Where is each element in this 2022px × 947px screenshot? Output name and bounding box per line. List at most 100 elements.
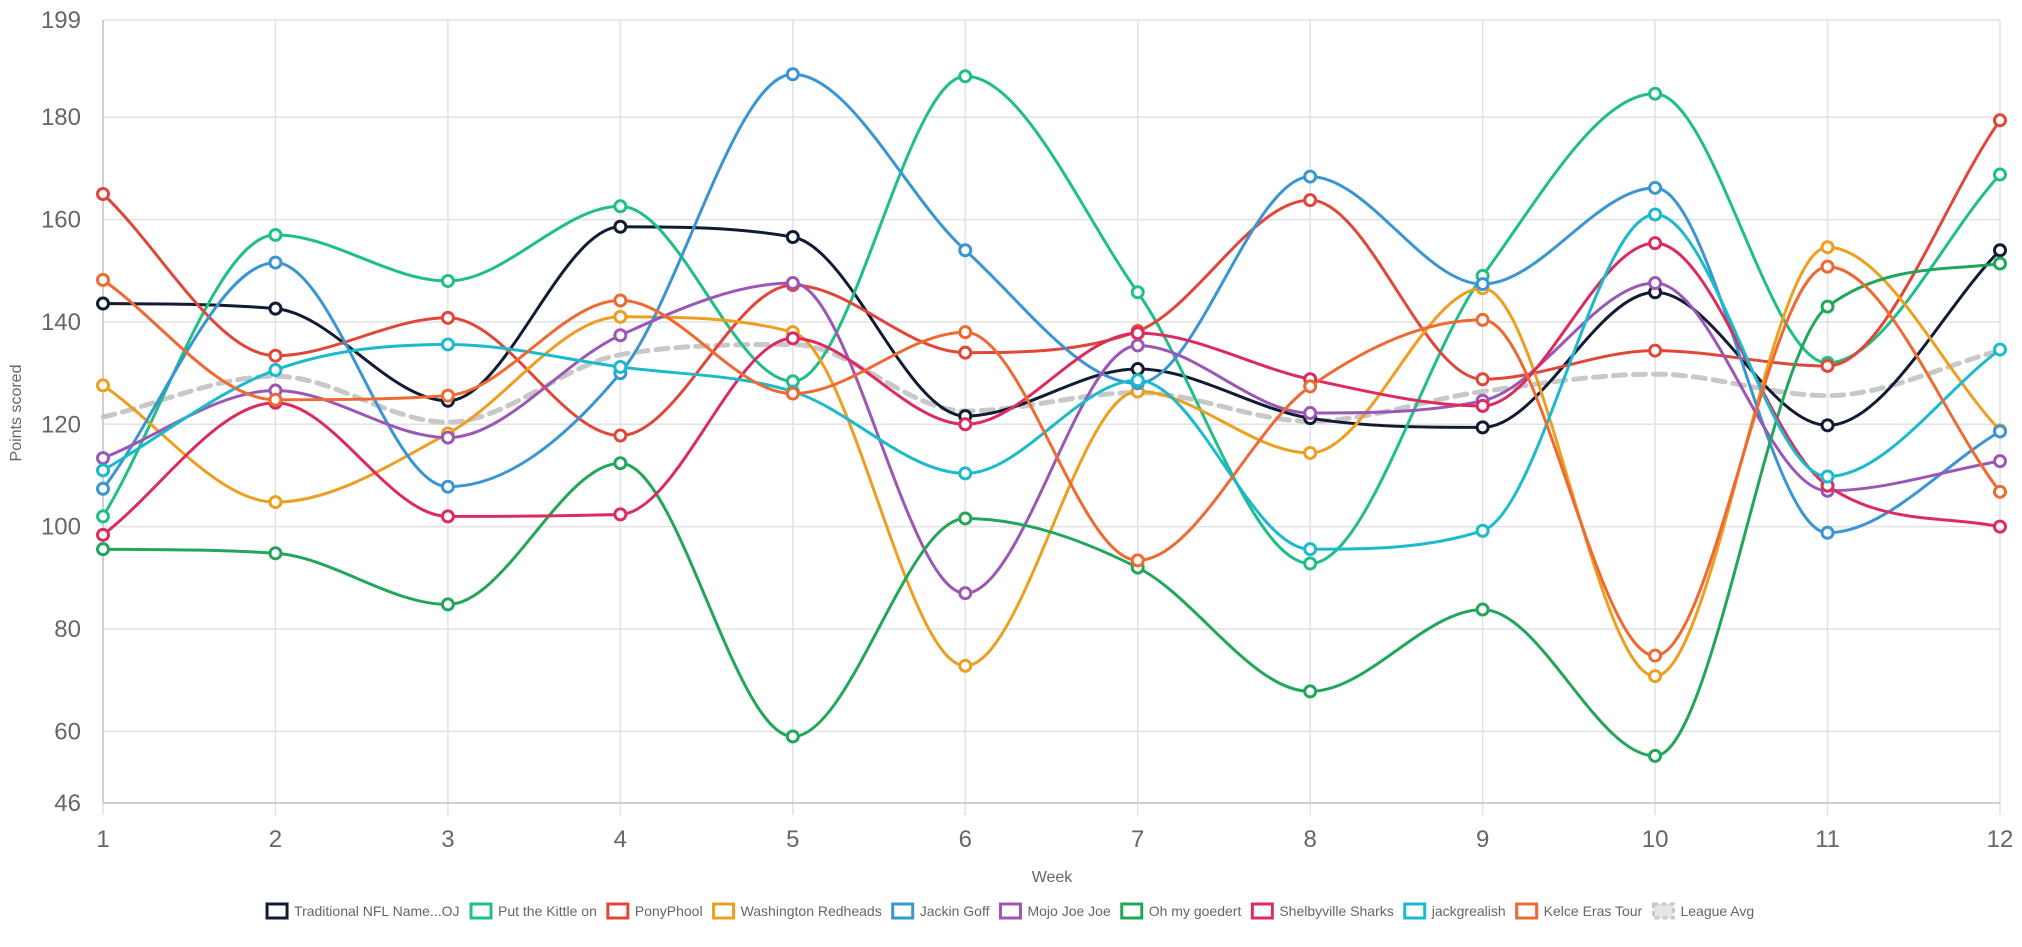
series-line-put-the-kittle-on [101, 74, 2002, 565]
data-point-ponyphool [1475, 372, 1490, 387]
x-tick-label: 1 [96, 826, 109, 853]
data-point-jackgrealish [1130, 373, 1145, 388]
legend-label: Washington Redheads [741, 903, 882, 919]
data-point-put-the-kittle-on [1303, 556, 1318, 571]
legend-label: Traditional NFL Name...OJ [294, 903, 459, 919]
legend-swatch [469, 902, 493, 920]
data-point-washington-redheads [1820, 240, 1835, 255]
data-point-kelce-eras-tour [1475, 312, 1490, 327]
x-tick-label: 5 [786, 826, 799, 853]
series-line-kelce-eras-tour [101, 265, 2002, 658]
data-point-traditional-nfl-name-oj [1475, 420, 1490, 435]
data-point-traditional-nfl-name-oj [1130, 362, 1145, 377]
grid-lines [102, 19, 2001, 815]
data-point-oh-my-goedert [1820, 299, 1835, 314]
x-tick-label: 4 [614, 826, 627, 853]
data-point-kelce-eras-tour [1130, 553, 1145, 568]
data-point-washington-redheads [268, 495, 283, 510]
legend-label: PonyPhool [635, 903, 703, 919]
x-tick-label: 9 [1476, 826, 1489, 853]
legend-label: Shelbyville Sharks [1279, 903, 1393, 919]
y-axis-title: Points scored [8, 365, 25, 462]
data-point-jackin-goff [1303, 169, 1318, 184]
legend-swatch [1250, 902, 1274, 920]
data-point-put-the-kittle-on [1993, 167, 2007, 182]
data-point-traditional-nfl-name-oj [1820, 418, 1835, 433]
legend: Traditional NFL Name...OJ Put the Kittle … [265, 902, 1754, 920]
data-point-shelbyville-sharks [1475, 398, 1490, 413]
legend-swatch [606, 902, 630, 920]
data-point-jackgrealish [1648, 207, 1663, 222]
y-tick-label: 140 [41, 309, 81, 336]
data-point-shelbyville-sharks [785, 331, 800, 346]
data-point-jackgrealish [1820, 469, 1835, 484]
data-point-mojo-joe-joe [613, 328, 628, 343]
legend-item-shelbyville-sharks: Shelbyville Sharks [1250, 902, 1394, 920]
data-point-jackin-goff [96, 481, 110, 496]
y-tick-label: 199 [41, 7, 81, 34]
data-point-oh-my-goedert [1475, 602, 1490, 617]
data-point-jackgrealish [440, 337, 455, 352]
data-point-mojo-joe-joe [958, 586, 973, 601]
legend-swatch [712, 902, 736, 920]
data-point-put-the-kittle-on [1648, 86, 1663, 101]
data-point-oh-my-goedert [958, 511, 973, 526]
data-point-oh-my-goedert [613, 456, 628, 471]
legend-swatch [891, 902, 915, 920]
x-axis-title: Week [1032, 869, 1074, 886]
data-point-jackin-goff [958, 243, 973, 258]
series-line-jackin-goff [101, 72, 2002, 535]
data-point-kelce-eras-tour [958, 325, 973, 340]
data-point-jackin-goff [785, 67, 800, 82]
data-point-washington-redheads [613, 309, 628, 324]
data-point-mojo-joe-joe [440, 430, 455, 445]
x-tick-label: 6 [959, 826, 972, 853]
data-point-kelce-eras-tour [96, 272, 110, 287]
series-lines [100, 72, 2003, 758]
data-point-mojo-joe-joe [785, 276, 800, 291]
data-point-put-the-kittle-on [1130, 285, 1145, 300]
data-point-kelce-eras-tour [1820, 259, 1835, 274]
legend-item-jackgrealish: jackgrealish [1403, 902, 1506, 920]
data-point-kelce-eras-tour [440, 388, 455, 403]
x-tick-label: 7 [1131, 826, 1144, 853]
data-point-traditional-nfl-name-oj [785, 229, 800, 244]
data-point-shelbyville-sharks [1648, 236, 1663, 251]
data-point-washington-redheads [1303, 445, 1318, 460]
legend-label: Oh my goedert [1149, 903, 1242, 919]
data-point-oh-my-goedert [1303, 684, 1318, 699]
data-point-shelbyville-sharks [96, 527, 110, 542]
legend-label: Put the Kittle on [498, 903, 597, 919]
data-point-shelbyville-sharks [613, 507, 628, 522]
data-point-jackin-goff [268, 255, 283, 270]
data-point-jackin-goff [1820, 525, 1835, 540]
data-point-kelce-eras-tour [1303, 379, 1318, 394]
data-point-oh-my-goedert [785, 729, 800, 744]
data-point-oh-my-goedert [96, 542, 110, 557]
legend-label: Mojo Joe Joe [1027, 903, 1110, 919]
data-point-oh-my-goedert [268, 546, 283, 561]
data-point-kelce-eras-tour [785, 386, 800, 401]
legend-item-mojo-joe-joe: Mojo Joe Joe [998, 902, 1111, 920]
legend-item-put-the-kittle-on: Put the Kittle on [469, 902, 597, 920]
data-point-jackin-goff [1475, 277, 1490, 292]
legend-swatch [265, 902, 289, 920]
data-point-kelce-eras-tour [613, 293, 628, 308]
data-point-put-the-kittle-on [268, 227, 283, 242]
data-point-traditional-nfl-name-oj [96, 296, 110, 311]
data-point-kelce-eras-tour [1648, 648, 1663, 663]
data-point-jackgrealish [613, 359, 628, 374]
data-point-oh-my-goedert [1648, 748, 1663, 763]
series-line-shelbyville-sharks [101, 241, 2002, 537]
data-point-jackgrealish [96, 463, 110, 478]
data-point-put-the-kittle-on [440, 274, 455, 288]
x-tick-label: 8 [1304, 826, 1317, 853]
series-line-league-avg [100, 342, 2003, 425]
data-points [96, 67, 2007, 763]
legend-item-oh-my-goedert: Oh my goedert [1120, 902, 1242, 920]
data-point-ponyphool [268, 348, 283, 363]
data-point-traditional-nfl-name-oj [613, 219, 628, 234]
data-point-ponyphool [958, 345, 973, 360]
y-tick-label: 100 [41, 514, 81, 541]
data-point-jackgrealish [1475, 523, 1490, 538]
